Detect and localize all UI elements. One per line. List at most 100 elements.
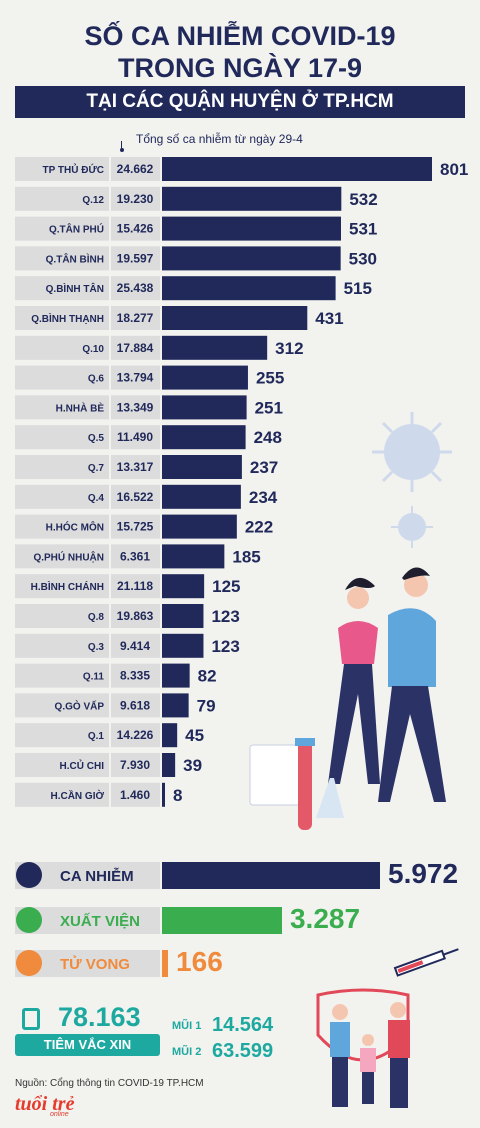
district-label-box <box>15 484 109 509</box>
bar-value-label: 185 <box>232 547 260 566</box>
cumulative-note: Tổng số ca nhiễm từ ngày 29-4 <box>136 132 303 146</box>
title-line-1: SỐ CA NHIỄM COVID-19 <box>84 21 396 51</box>
dose1-value: 14.564 <box>212 1014 274 1036</box>
bar-value-label: 251 <box>255 398 283 417</box>
cumulative-label: 14.226 <box>117 728 154 742</box>
bar-value-label: 8 <box>173 786 182 805</box>
cumulative-box <box>111 544 160 569</box>
bar <box>162 633 204 658</box>
cumulative-box <box>111 335 160 360</box>
source-note: Nguồn: Cổng thông tin COVID-19 TP.HCM <box>15 1078 204 1089</box>
bar-value-label: 515 <box>344 279 372 298</box>
bar <box>162 246 341 271</box>
district-label: Q.8 <box>88 612 105 623</box>
cumulative-label: 1.460 <box>120 788 150 802</box>
title-line-2: TRONG NGÀY 17-9 <box>117 53 363 83</box>
heart-icon <box>16 907 42 933</box>
district-label-box <box>15 663 109 688</box>
bar <box>162 782 165 807</box>
recovered-bar <box>162 907 282 934</box>
district-label: Q.6 <box>88 374 105 385</box>
dose2-label: MŨI 2 <box>172 1046 202 1058</box>
district-label-box <box>15 186 109 211</box>
bar <box>162 455 242 479</box>
brand-logo-sub: online <box>50 1111 69 1118</box>
district-label-box <box>15 544 109 569</box>
district-label: H.BÌNH CHÁNH <box>31 580 104 593</box>
district-label-box <box>15 365 109 390</box>
cumulative-box <box>111 246 160 271</box>
bar-value-label: 255 <box>256 369 284 388</box>
district-label: Q.PHÚ NHUẬN <box>33 550 104 563</box>
bar <box>162 216 341 241</box>
district-label-box <box>15 753 109 777</box>
bar-value-label: 123 <box>211 637 239 656</box>
cumulative-box <box>111 782 160 807</box>
cumulative-box <box>111 455 160 479</box>
district-label: Q.TÂN PHÚ <box>49 223 104 236</box>
deaths-value: 166 <box>176 946 223 977</box>
brand-logo: tuổi trẻ <box>15 1093 75 1115</box>
district-bar-chart: TP THỦ ĐỨC 24.662 801 Q.12 19.230 532 Q.TÂN PH… <box>15 157 468 830</box>
district-label: Q.5 <box>88 433 105 444</box>
district-label-box <box>15 693 109 718</box>
bar-value-label: 532 <box>349 190 377 209</box>
cumulative-box <box>111 276 160 301</box>
district-label-box <box>15 455 109 479</box>
district-label-box <box>15 633 109 658</box>
cumulative-box <box>111 216 160 241</box>
cumulative-box <box>111 604 160 628</box>
cumulative-label: 13.349 <box>117 400 154 414</box>
bar-value-label: 123 <box>211 607 239 626</box>
bar-value-label: 312 <box>275 339 303 358</box>
cumulative-label: 9.618 <box>120 698 150 712</box>
cumulative-box <box>111 693 160 718</box>
district-label-box <box>15 216 109 241</box>
cumulative-box <box>111 514 160 539</box>
bar-value-label: 234 <box>249 488 278 507</box>
bar-value-label: 79 <box>197 696 216 715</box>
cases-bar <box>162 862 380 889</box>
bar-value-label: 39 <box>183 756 202 775</box>
person-head-icon <box>16 862 42 888</box>
district-label-box <box>15 395 109 420</box>
district-label: Q.GÒ VẤP <box>55 699 105 712</box>
dose2-value: 63.599 <box>212 1040 274 1062</box>
bar <box>162 544 225 569</box>
cumulative-label: 17.884 <box>117 341 154 355</box>
people-illustration <box>249 567 446 830</box>
deaths-bar <box>162 950 169 977</box>
district-label-box <box>15 276 109 301</box>
cumulative-label: 8.335 <box>120 669 150 683</box>
district-label: Q.BÌNH TÂN <box>46 282 104 295</box>
bar-value-label: 82 <box>198 667 217 686</box>
vaccine-label: TIÊM VẮC XIN <box>15 1034 160 1056</box>
bar <box>162 753 176 777</box>
district-label: H.CỦ CHI <box>60 759 105 772</box>
bar-value-label: 125 <box>212 577 240 596</box>
district-label-box <box>15 782 109 807</box>
dose1-label: MŨI 1 <box>172 1020 202 1032</box>
bar <box>162 723 178 748</box>
cumulative-label: 16.522 <box>117 490 154 504</box>
district-label: Q.11 <box>83 672 105 683</box>
cumulative-box <box>111 186 160 211</box>
cumulative-box <box>111 484 160 509</box>
cumulative-box <box>111 425 160 450</box>
bar-value-label: 222 <box>245 518 273 537</box>
bar-value-label: 237 <box>250 458 278 477</box>
virus-icon <box>372 412 452 492</box>
bar <box>162 395 247 420</box>
district-label-box <box>15 306 109 330</box>
bar <box>162 663 190 688</box>
note-pointer-line <box>121 141 122 150</box>
syringe-icon <box>22 1008 40 1030</box>
cumulative-box <box>111 633 160 658</box>
bar <box>162 604 204 628</box>
district-label: Q.3 <box>88 642 105 653</box>
bar-value-label: 530 <box>349 249 377 268</box>
bar <box>162 514 237 539</box>
cumulative-label: 13.794 <box>117 371 154 385</box>
subtitle-band: TẠI CÁC QUẬN HUYỆN Ở TP.HCM <box>15 86 465 118</box>
district-label-box <box>15 514 109 539</box>
